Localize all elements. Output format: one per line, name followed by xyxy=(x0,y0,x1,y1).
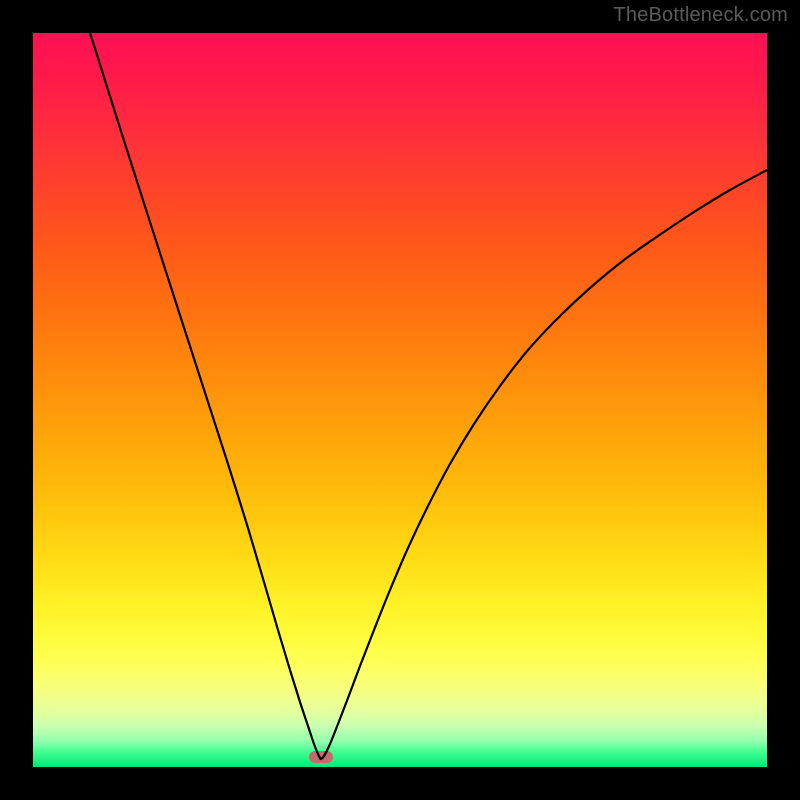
valley-marker xyxy=(309,751,333,763)
chart-frame: TheBottleneck.com xyxy=(0,0,800,800)
plot-background xyxy=(33,33,767,767)
bottleneck-chart xyxy=(0,0,800,800)
